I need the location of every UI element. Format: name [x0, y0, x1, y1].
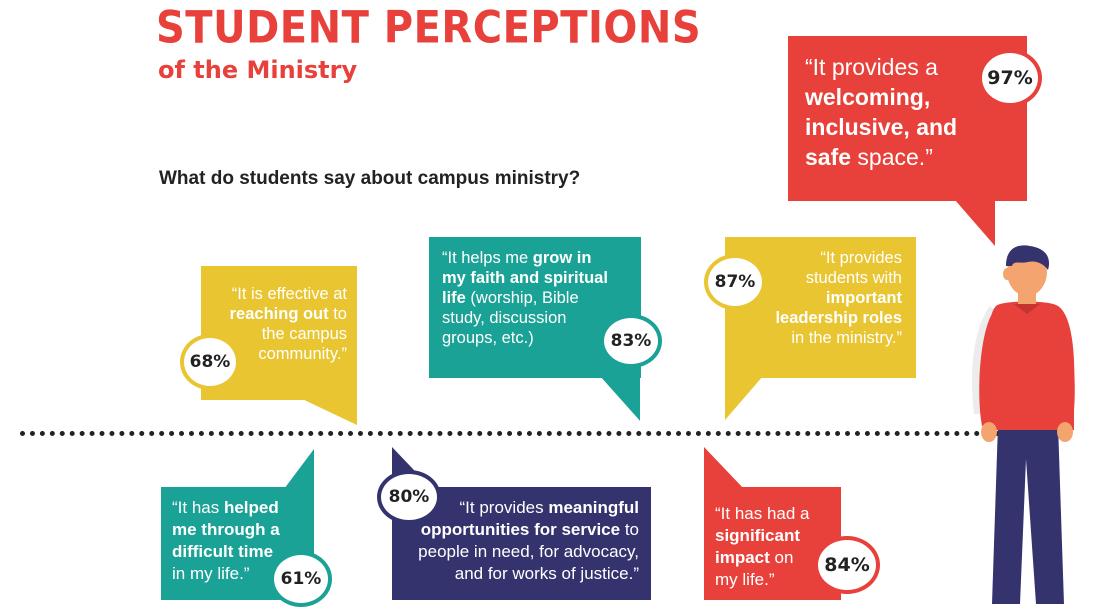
quote-text: groups, etc.) [442, 329, 534, 347]
timeline-dotted-line [20, 431, 1020, 436]
quote-emphasis: life [442, 289, 466, 307]
quote-emphasis: impact [715, 548, 770, 567]
quote-text: “It provides [820, 249, 902, 267]
quote-text: “It provides a [805, 54, 938, 80]
quote-line: me through a [172, 519, 306, 541]
quote-emphasis: my faith and spiritual [442, 269, 608, 287]
quote-emphasis: leadership roles [775, 309, 902, 327]
quote-line: significant [715, 525, 833, 547]
quote-text: my life.” [715, 570, 775, 589]
quote-line: “It helps me grow in [442, 248, 633, 268]
percent-badge: 80% [377, 470, 441, 524]
question-heading: What do students say about campus minist… [159, 168, 581, 189]
quote-text: (worship, Bible [465, 289, 579, 307]
page-title: STUDENT PERCEPTIONS [156, 2, 702, 54]
quote-line: “It provides [735, 248, 902, 268]
quote-line: reaching out to [219, 304, 347, 324]
quote-emphasis: difficult time [172, 542, 274, 561]
quote-text: on [769, 548, 794, 567]
quote-line: and for works of justice.” [400, 563, 639, 585]
quote-line: “It is effective at [219, 284, 347, 304]
quote-line: difficult time [172, 541, 306, 563]
bubble-tail [704, 447, 744, 489]
quote-text: and for works of justice.” [454, 564, 639, 583]
quote-line: leadership roles [735, 308, 902, 328]
quote-line: life (worship, Bible [442, 288, 633, 308]
quote-line: groups, etc.) [442, 328, 633, 348]
quote-emphasis: grow in [532, 249, 592, 267]
quote-line: impact on [715, 547, 833, 569]
bubble-tail [284, 449, 314, 489]
quote-text: “It has [172, 498, 224, 517]
quote-line: opportunities for service to [400, 519, 639, 541]
quote-line: “It provides meaningful [400, 497, 639, 519]
quote-text: the campus [261, 325, 347, 343]
quote-emphasis: important [825, 289, 902, 307]
percent-badge: 68% [180, 334, 240, 390]
quote-text: to [620, 520, 639, 539]
bubble-tail [725, 376, 763, 420]
quote-text: people in need, for advocacy, [418, 542, 639, 561]
quote-text: space.” [851, 144, 933, 170]
quote-text: “It helps me [442, 249, 533, 267]
quote-line: my life.” [715, 569, 833, 591]
quote-emphasis: helped [223, 498, 279, 517]
quote-text: to [328, 305, 347, 323]
quote-text: study, discussion [442, 309, 567, 327]
percent-badge: 83% [600, 314, 662, 368]
quote-emphasis: me through a [172, 520, 280, 539]
quote-line: “It has helped [172, 497, 306, 519]
quote-emphasis: meaningful [548, 498, 639, 517]
student-illustration [971, 245, 1075, 604]
quote-text: “It is effective at [231, 285, 347, 303]
quote-line: “It provides a [805, 52, 1013, 82]
quote-line: in the ministry.” [735, 328, 902, 348]
quote-line: safe space.” [805, 142, 1013, 172]
bubble-tail [300, 398, 357, 425]
quote-emphasis: safe [805, 144, 852, 170]
quote-emphasis: inclusive, and [805, 114, 958, 140]
bubble-box: “It provides students with important leader… [725, 237, 916, 378]
quote-line: study, discussion [442, 308, 633, 328]
quote-emphasis: welcoming, [805, 84, 931, 110]
quote-line: my faith and spiritual [442, 268, 633, 288]
percent-badge: 87% [704, 254, 766, 310]
quote-text: in the ministry.” [791, 329, 902, 347]
quote-line: welcoming, [805, 82, 1013, 112]
quote-line: in my life.” [172, 563, 306, 585]
bubble-box: “It has had a significant impact on my life… [704, 487, 841, 600]
quote-text: “It provides [459, 498, 549, 517]
quote-emphasis: reaching out [229, 305, 329, 323]
quote-line: important [735, 288, 902, 308]
page-subtitle: of the Ministry [158, 56, 358, 84]
quote-text: in my life.” [172, 564, 250, 583]
quote-text: community.” [258, 345, 347, 363]
quote-line: people in need, for advocacy, [400, 541, 639, 563]
quote-text: students with [805, 269, 902, 287]
bubble-tail [600, 376, 640, 421]
quote-line: inclusive, and [805, 112, 1013, 142]
percent-badge: 61% [270, 551, 332, 607]
quote-line: the campus [219, 324, 347, 344]
quote-line: “It has had a [715, 503, 833, 525]
percent-badge: 97% [978, 49, 1042, 107]
quote-emphasis: opportunities for service [420, 520, 621, 539]
quote-line: students with [735, 268, 902, 288]
bubble-tail [955, 200, 995, 246]
quote-text: “It has had a [715, 504, 810, 523]
percent-badge: 84% [814, 536, 880, 594]
quote-emphasis: significant [715, 526, 801, 545]
quote-line: community.” [219, 344, 347, 364]
